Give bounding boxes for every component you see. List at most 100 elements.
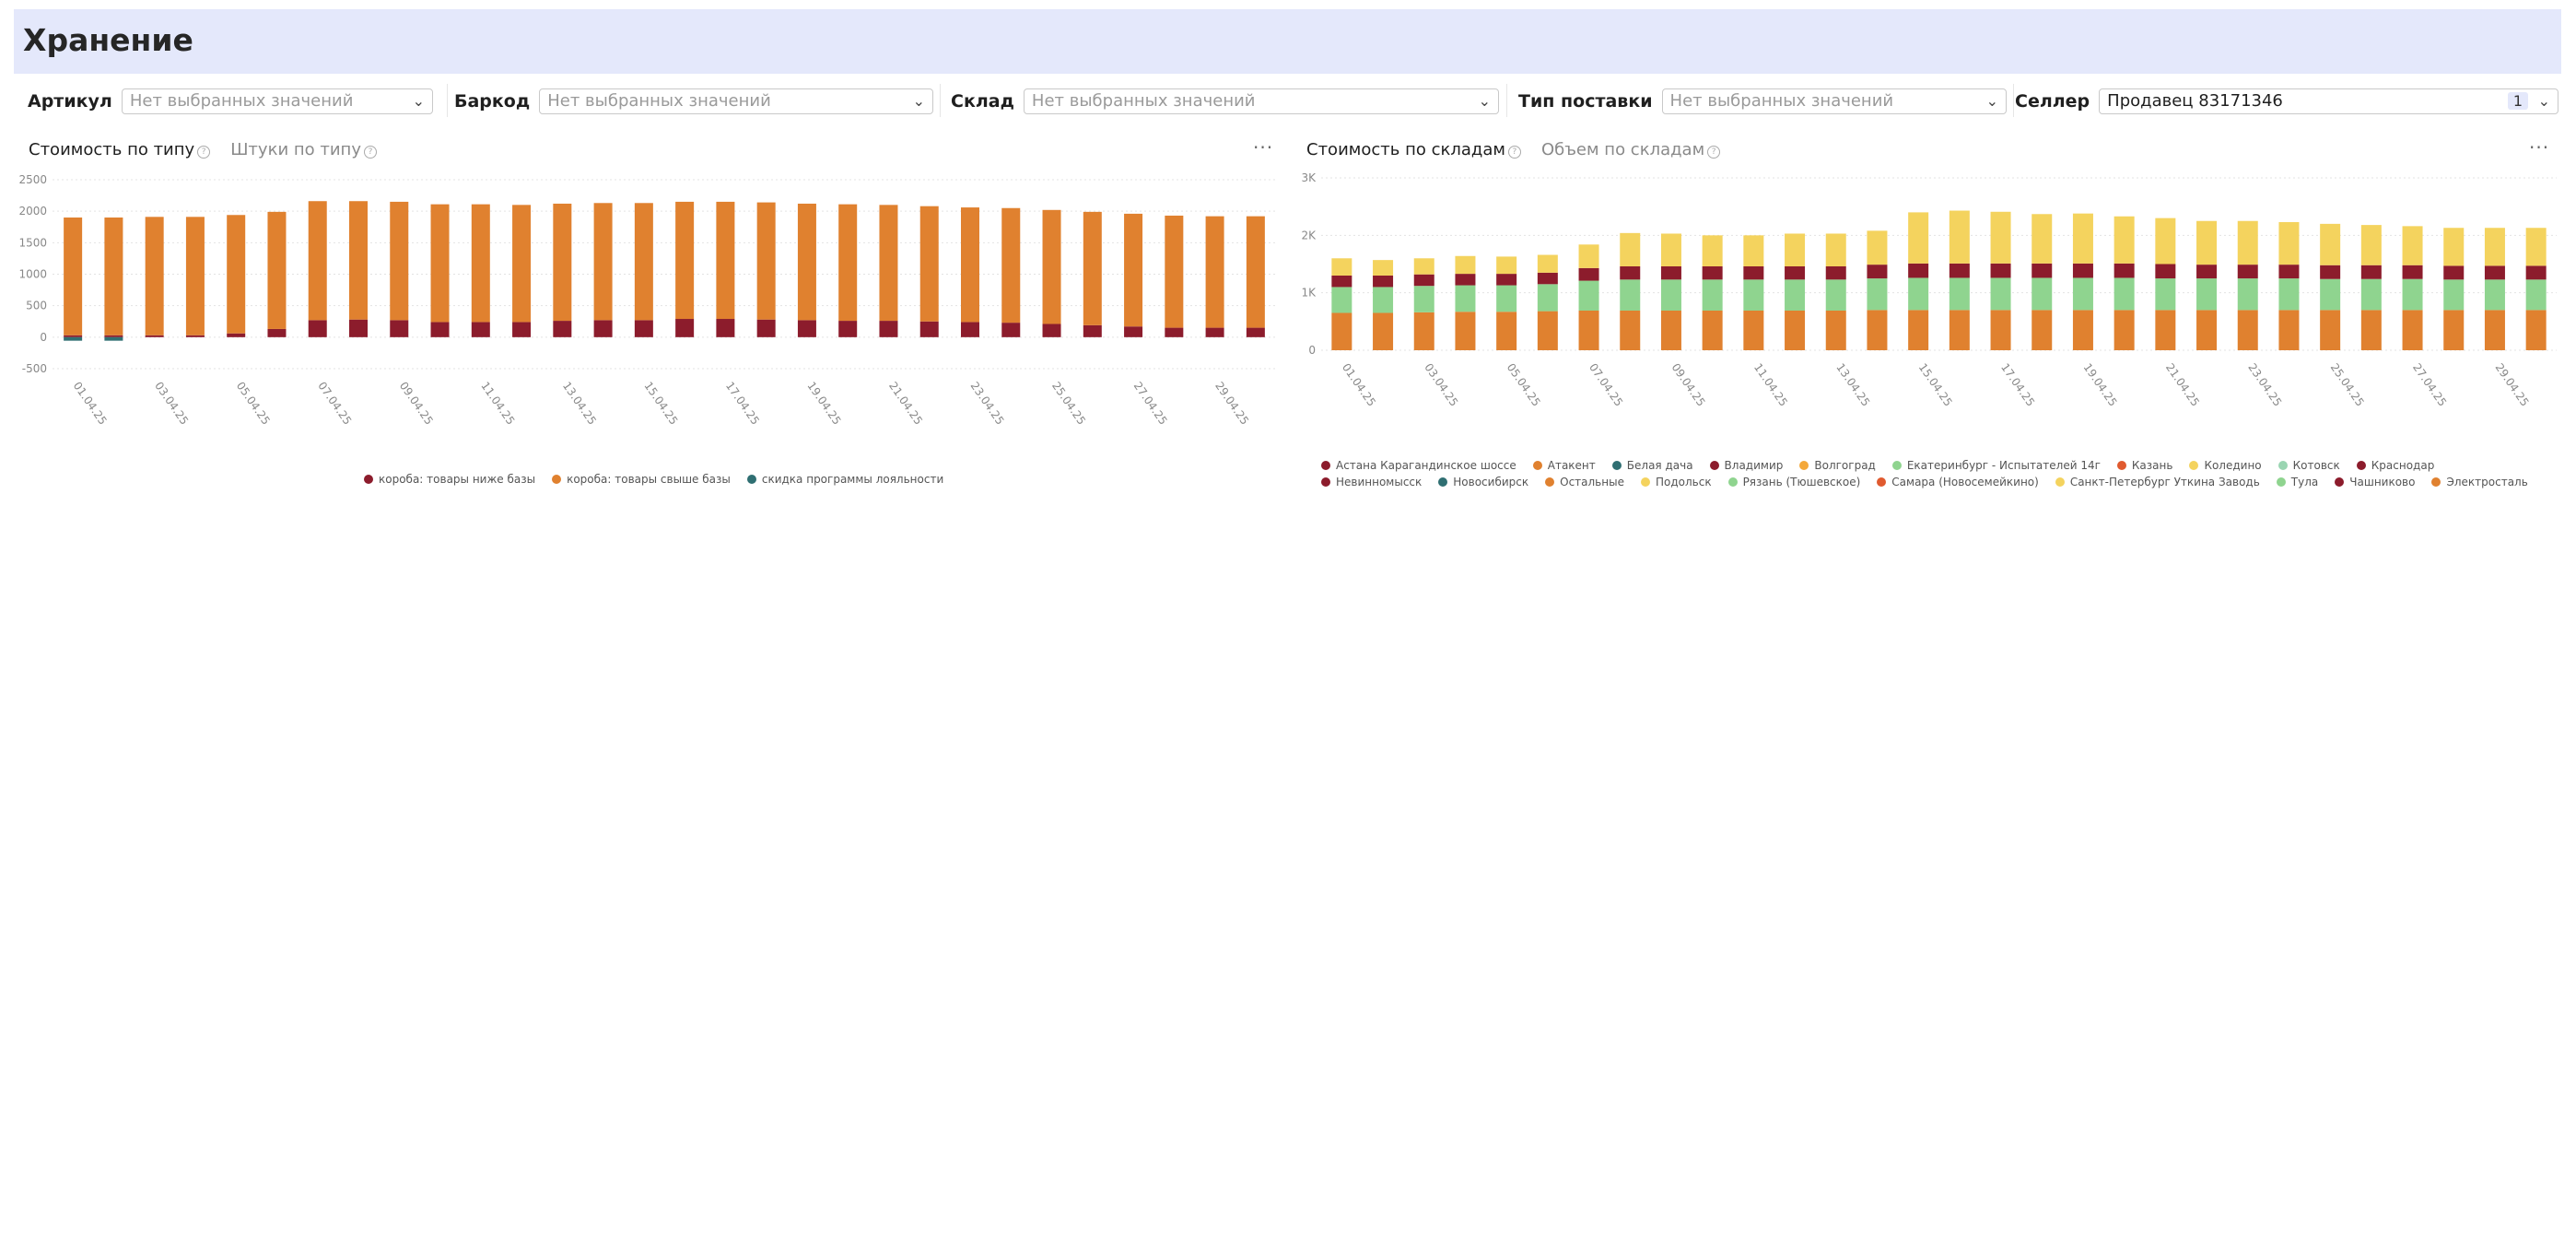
bar-segment[interactable] [2032, 310, 2053, 350]
bar-segment[interactable] [1785, 310, 1806, 350]
bar-segment[interactable] [2072, 310, 2093, 350]
legend-item[interactable]: Котовск [2277, 459, 2340, 472]
bar-segment[interactable] [1867, 265, 1888, 279]
bar-segment[interactable] [756, 202, 776, 320]
article-select[interactable]: Нет выбранных значений ⌄ [121, 88, 433, 114]
bar-segment[interactable] [2072, 277, 2093, 311]
bar-segment[interactable] [64, 335, 83, 337]
legend-item[interactable]: Новосибирск [1438, 476, 1528, 488]
bar-segment[interactable] [2196, 220, 2218, 265]
bar-segment[interactable] [1083, 324, 1102, 337]
legend-item[interactable]: Коледино [2189, 459, 2262, 472]
bar-segment[interactable] [2320, 310, 2341, 350]
legend-item[interactable]: короба: товары ниже базы [364, 473, 535, 486]
bar-segment[interactable] [1620, 232, 1641, 266]
bar-segment[interactable] [961, 207, 979, 323]
bar-segment[interactable] [471, 322, 490, 337]
bar-segment[interactable] [2484, 310, 2505, 350]
bar-segment[interactable] [2525, 279, 2547, 311]
supply-type-select[interactable]: Нет выбранных значений ⌄ [1661, 88, 2007, 114]
bar-segment[interactable] [1496, 312, 1517, 350]
bar-segment[interactable] [2278, 310, 2300, 350]
bar-segment[interactable] [797, 203, 816, 321]
bar-segment[interactable] [430, 204, 450, 323]
bar-segment[interactable] [2155, 264, 2176, 279]
bar-segment[interactable] [634, 320, 653, 337]
bar-segment[interactable] [1949, 210, 1970, 264]
bar-segment[interactable] [1578, 244, 1599, 268]
bar-segment[interactable] [2320, 278, 2341, 311]
bar-segment[interactable] [1620, 279, 1641, 311]
bar-segment[interactable] [1413, 312, 1434, 350]
bar-segment[interactable] [1990, 277, 2011, 311]
bar-segment[interactable] [1373, 260, 1394, 276]
bar-segment[interactable] [1496, 285, 1517, 312]
bar-segment[interactable] [2320, 265, 2341, 279]
bar-segment[interactable] [2402, 278, 2423, 311]
bar-segment[interactable] [1620, 265, 1641, 280]
bar-segment[interactable] [1413, 286, 1434, 312]
bar-segment[interactable] [1413, 274, 1434, 287]
bar-segment[interactable] [879, 321, 898, 337]
bar-segment[interactable] [1660, 279, 1681, 311]
bar-segment[interactable] [1743, 235, 1764, 266]
bar-segment[interactable] [104, 335, 123, 337]
bar-segment[interactable] [756, 319, 776, 337]
bar-segment[interactable] [1165, 327, 1184, 337]
bar-segment[interactable] [2196, 265, 2218, 279]
bar-segment[interactable] [227, 333, 246, 337]
bar-segment[interactable] [1990, 211, 2011, 264]
bar-segment[interactable] [145, 217, 164, 335]
bar-segment[interactable] [2237, 310, 2258, 350]
bar-segment[interactable] [349, 201, 368, 320]
bar-segment[interactable] [961, 322, 979, 337]
bar-segment[interactable] [2113, 263, 2135, 278]
bar-segment[interactable] [2484, 228, 2505, 266]
bar-segment[interactable] [1413, 258, 1434, 275]
bar-segment[interactable] [2484, 265, 2505, 280]
bar-segment[interactable] [1496, 256, 1517, 275]
bar-segment[interactable] [1537, 284, 1558, 312]
legend-item[interactable]: Тула [2276, 476, 2318, 488]
bar-segment[interactable] [2443, 310, 2465, 350]
bar-segment[interactable] [1496, 274, 1517, 286]
legend-item[interactable]: Астана Карагандинское шоссе [1321, 459, 1516, 472]
bar-segment[interactable] [2237, 220, 2258, 265]
bar-segment[interactable] [1373, 312, 1394, 350]
bar-segment[interactable] [2032, 263, 2053, 278]
bar-segment[interactable] [2320, 223, 2341, 265]
bar-segment[interactable] [1825, 279, 1846, 311]
bar-segment[interactable] [390, 320, 409, 337]
bar-segment[interactable] [2278, 265, 2300, 279]
bar-segment[interactable] [1867, 310, 1888, 350]
bar-segment[interactable] [2278, 278, 2300, 311]
bar-segment[interactable] [390, 201, 409, 321]
bar-segment[interactable] [2072, 263, 2093, 278]
legend-item[interactable]: Краснодар [2356, 459, 2434, 472]
bar-segment[interactable] [1373, 287, 1394, 313]
bar-segment[interactable] [64, 218, 83, 335]
bar-segment[interactable] [1042, 209, 1061, 324]
tab-cost-by-type[interactable]: Стоимость по типу? [29, 140, 211, 159]
seller-select[interactable]: Продавец 83171346 1 ⌄ [2099, 88, 2558, 114]
bar-segment[interactable] [1578, 310, 1599, 350]
bar-segment[interactable] [1331, 312, 1352, 350]
bar-segment[interactable] [675, 201, 695, 320]
bar-segment[interactable] [1743, 265, 1764, 280]
bar-segment[interactable] [2113, 277, 2135, 311]
bar-segment[interactable] [185, 335, 205, 337]
bar-segment[interactable] [919, 206, 939, 322]
bar-segment[interactable] [2032, 214, 2053, 264]
bar-segment[interactable] [1455, 312, 1476, 350]
legend-item[interactable]: Самара (Новосемейкино) [1877, 476, 2039, 488]
bar-segment[interactable] [1083, 211, 1102, 325]
legend-item[interactable]: Екатеринбург - Испытателей 14г [1891, 459, 2101, 472]
bar-segment[interactable] [308, 320, 327, 337]
legend-item[interactable]: Чашниково [2335, 476, 2415, 488]
bar-segment[interactable] [1990, 263, 2011, 278]
bar-segment[interactable] [2360, 225, 2382, 265]
bar-segment[interactable] [1205, 216, 1224, 328]
legend-item[interactable]: Владимир [1709, 459, 1783, 472]
bar-segment[interactable] [675, 319, 695, 337]
bar-segment[interactable] [1001, 323, 1021, 337]
